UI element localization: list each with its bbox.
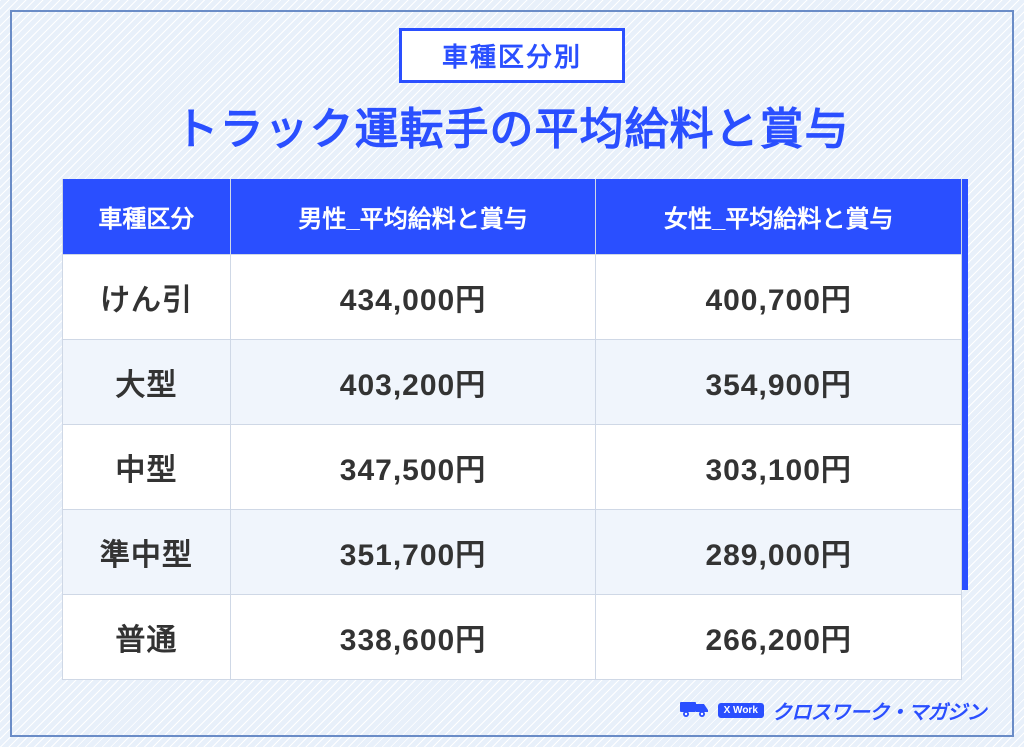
cell-female: 354,900円 [596, 340, 962, 425]
cell-female: 266,200円 [596, 595, 962, 680]
cell-female: 400,700円 [596, 255, 962, 340]
table-row: けん引 434,000円 400,700円 [63, 255, 962, 340]
table-row: 普通 338,600円 266,200円 [63, 595, 962, 680]
cell-male: 434,000円 [230, 255, 596, 340]
col-header-category: 車種区分 [63, 179, 231, 255]
page-title: トラック運転手の平均給料と賞与 [175, 93, 850, 157]
cell-category: 大型 [63, 340, 231, 425]
table-row: 中型 347,500円 303,100円 [63, 425, 962, 510]
col-header-male: 男性_平均給料と賞与 [230, 179, 596, 255]
cell-male: 403,200円 [230, 340, 596, 425]
col-header-female: 女性_平均給料と賞与 [596, 179, 962, 255]
category-badge: 車種区分別 [399, 28, 625, 83]
table-row: 大型 403,200円 354,900円 [63, 340, 962, 425]
cell-male: 338,600円 [230, 595, 596, 680]
table-accent-bar [962, 179, 968, 590]
logo-badge: X Work [718, 703, 764, 718]
cell-category: けん引 [63, 255, 231, 340]
cell-category: 準中型 [63, 510, 231, 595]
table-row: 準中型 351,700円 289,000円 [63, 510, 962, 595]
cell-category: 普通 [63, 595, 231, 680]
logo-badge-text: X Work [724, 705, 758, 716]
cell-male: 351,700円 [230, 510, 596, 595]
content-area: 車種区分別 トラック運転手の平均給料と賞与 車種区分 男性_平均給料と賞与 女性… [0, 0, 1024, 747]
cell-male: 347,500円 [230, 425, 596, 510]
salary-table: 車種区分 男性_平均給料と賞与 女性_平均給料と賞与 けん引 434,000円 … [62, 179, 962, 680]
table-header-row: 車種区分 男性_平均給料と賞与 女性_平均給料と賞与 [63, 179, 962, 255]
table-container: 車種区分 男性_平均給料と賞与 女性_平均給料と賞与 けん引 434,000円 … [62, 179, 962, 680]
category-badge-text: 車種区分別 [442, 42, 582, 72]
cell-female: 289,000円 [596, 510, 962, 595]
cell-category: 中型 [63, 425, 231, 510]
truck-icon [678, 698, 710, 723]
cell-female: 303,100円 [596, 425, 962, 510]
footer-logo: X Work クロスワーク・マガジン [678, 696, 986, 725]
brand-name: クロスワーク・マガジン [772, 696, 986, 725]
